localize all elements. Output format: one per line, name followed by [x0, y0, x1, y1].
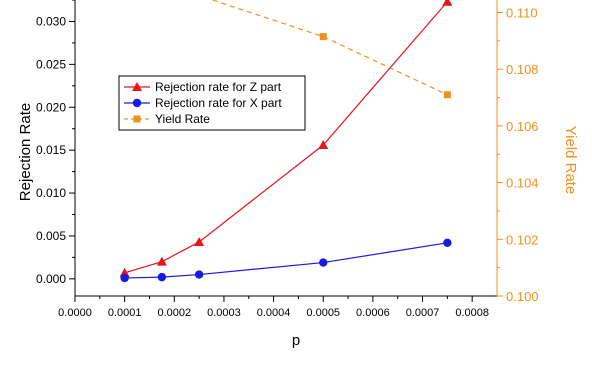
y-left-tick-label: 0.010	[36, 186, 66, 200]
x-tick-label: 0.0003	[207, 307, 241, 319]
y-right-tick-label: 0.100	[506, 289, 539, 304]
y-axis-label-left: Rejection Rate	[17, 103, 34, 201]
series-line-rejection-rate-for-z-part	[124, 1, 448, 274]
data-point-rejection-rate-for-x-part	[194, 270, 204, 279]
data-point-rejection-rate-for-z-part	[194, 236, 205, 246]
legend-marker-rejection-rate-for-x-part	[132, 98, 142, 108]
data-point-yield-rate	[319, 33, 327, 41]
legend-layer: Rejection rate for Z part Rejection rate …	[118, 75, 306, 131]
series-line-rejection-rate-for-x-part	[124, 242, 448, 279]
data-point-rejection-rate-for-x-part	[120, 273, 129, 283]
y-left-tick-label: 0.030	[36, 14, 66, 28]
data-point-rejection-rate-for-z-part	[156, 256, 167, 266]
series-line-yield-rate	[210, 0, 448, 96]
y-axis-label-right: Yield Rate	[562, 126, 579, 195]
data-point-rejection-rate-for-x-part	[443, 238, 452, 248]
legend-label-rejection-rate-for-z-part: Rejection rate for Z part	[155, 80, 282, 94]
x-axis-label: p	[292, 332, 300, 349]
x-tick-label: 0.0007	[406, 307, 440, 319]
legend-label-rejection-rate-for-x-part: Rejection rate for X part	[155, 96, 282, 110]
y-left-tick-label: 0.000	[36, 272, 66, 286]
x-tick-label: 0.0006	[356, 307, 390, 319]
y-right-tick-label: 0.104	[506, 176, 539, 191]
x-tick-label: 0.0000	[58, 307, 92, 319]
legend-marker-yield-rate	[133, 115, 141, 123]
data-point-rejection-rate-for-z-part	[442, 0, 453, 6]
y-left-tick-label: 0.025	[36, 57, 66, 71]
axes-layer: 0.0000 0.0001 0.0002 0.0003 0.0004 0.0005 0.00…	[36, 0, 539, 319]
x-tick-label: 0.0008	[455, 307, 489, 319]
data-point-rejection-rate-for-z-part	[318, 140, 329, 150]
data-point-rejection-rate-for-z-part	[119, 267, 130, 277]
y-left-tick-label: 0.015	[36, 143, 66, 157]
y-left-tick-label: 0.020	[36, 100, 66, 114]
data-point-yield-rate	[443, 91, 451, 99]
x-tick-label: 0.0002	[157, 307, 191, 319]
y-right-tick-label: 0.108	[506, 62, 539, 77]
x-tick-label: 0.0004	[257, 307, 291, 319]
legend-label-yield-rate: Yield Rate	[155, 112, 210, 126]
legend-marker-rejection-rate-for-z-part	[132, 82, 142, 91]
y-right-tick-label: 0.106	[506, 119, 539, 134]
x-tick-label: 0.0005	[306, 307, 340, 319]
y-right-tick-label: 0.110	[506, 6, 538, 21]
y-left-tick-label: 0.005	[36, 229, 66, 243]
y-right-tick-label: 0.102	[506, 232, 539, 247]
series-layer	[119, 0, 453, 283]
x-tick-label: 0.0001	[108, 307, 142, 319]
data-point-rejection-rate-for-x-part	[157, 272, 167, 282]
data-point-rejection-rate-for-x-part	[319, 258, 328, 267]
